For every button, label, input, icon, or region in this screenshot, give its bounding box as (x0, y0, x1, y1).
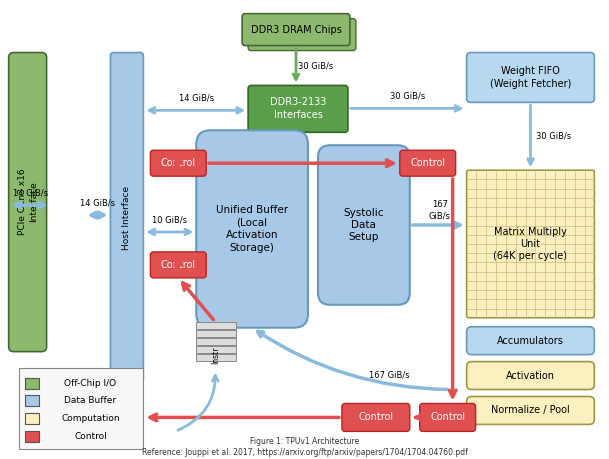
Bar (196, 330, 236, 336)
Bar (19, 368, 143, 449)
Text: 14 GiB/s: 14 GiB/s (80, 199, 115, 207)
Bar (196, 346, 236, 353)
FancyBboxPatch shape (466, 362, 594, 390)
FancyBboxPatch shape (110, 52, 143, 381)
FancyBboxPatch shape (248, 19, 356, 50)
Text: Weight FIFO
(Weight Fetcher): Weight FIFO (Weight Fetcher) (490, 66, 571, 89)
Text: Off-Chip I/O: Off-Chip I/O (65, 379, 116, 387)
Text: Instr: Instr (212, 347, 220, 364)
FancyBboxPatch shape (420, 403, 476, 431)
Text: Figure 1: TPUv1 Architecture
Reference: Jouppi et al. 2017, https://arxiv.org/ft: Figure 1: TPUv1 Architecture Reference: … (141, 437, 468, 457)
Bar (24, 414, 38, 425)
Text: 10 GiB/s: 10 GiB/s (152, 216, 187, 224)
FancyBboxPatch shape (466, 397, 594, 425)
Text: Control: Control (430, 413, 465, 422)
Text: Matrix Multiply
Unit
(64K per cycle): Matrix Multiply Unit (64K per cycle) (493, 227, 568, 261)
Text: 167
GiB/s: 167 GiB/s (429, 200, 451, 220)
Text: Unified Buffer
(Local
Activation
Storage): Unified Buffer (Local Activation Storage… (216, 205, 288, 252)
FancyBboxPatch shape (466, 52, 594, 102)
Bar (196, 353, 236, 361)
Text: Accumulators: Accumulators (497, 336, 564, 346)
Text: Control: Control (410, 158, 445, 168)
Text: Control: Control (358, 413, 393, 422)
Text: DDR3 DRAM Chips: DDR3 DRAM Chips (250, 25, 342, 34)
Text: 30 GiB/s: 30 GiB/s (536, 132, 571, 141)
FancyBboxPatch shape (466, 327, 594, 355)
FancyBboxPatch shape (318, 145, 410, 305)
FancyBboxPatch shape (150, 150, 206, 176)
Bar (24, 378, 38, 388)
Text: 14 GiB/s: 14 GiB/s (13, 189, 48, 198)
Text: Computation: Computation (61, 414, 120, 423)
Text: 30 GiB/s: 30 GiB/s (390, 92, 426, 101)
FancyBboxPatch shape (466, 170, 594, 318)
Text: Control: Control (74, 432, 107, 442)
Text: 167 GiB/s: 167 GiB/s (370, 370, 410, 379)
FancyBboxPatch shape (196, 130, 308, 328)
FancyBboxPatch shape (342, 403, 410, 431)
FancyBboxPatch shape (9, 52, 47, 352)
Text: Normalize / Pool: Normalize / Pool (491, 405, 570, 415)
Text: Data Buffer: Data Buffer (65, 397, 116, 405)
Bar (24, 431, 38, 442)
Bar (24, 396, 38, 407)
Text: Systolic
Data
Setup: Systolic Data Setup (343, 207, 384, 242)
FancyBboxPatch shape (150, 252, 206, 278)
Text: Control: Control (161, 158, 196, 168)
Text: Control: Control (161, 260, 196, 270)
FancyBboxPatch shape (248, 85, 348, 132)
FancyBboxPatch shape (400, 150, 456, 176)
Text: Activation: Activation (506, 370, 555, 381)
Text: DDR3-2133
Interfaces: DDR3-2133 Interfaces (270, 97, 326, 119)
FancyBboxPatch shape (242, 14, 350, 45)
Text: 30 GiB/s: 30 GiB/s (298, 62, 334, 71)
Bar (196, 322, 236, 329)
Text: 14 GiB/s: 14 GiB/s (178, 94, 214, 103)
Bar (196, 338, 236, 345)
Text: Host Interface: Host Interface (122, 186, 131, 250)
Text: PCIe Gen3 x16
Interface: PCIe Gen3 x16 Interface (18, 169, 38, 235)
